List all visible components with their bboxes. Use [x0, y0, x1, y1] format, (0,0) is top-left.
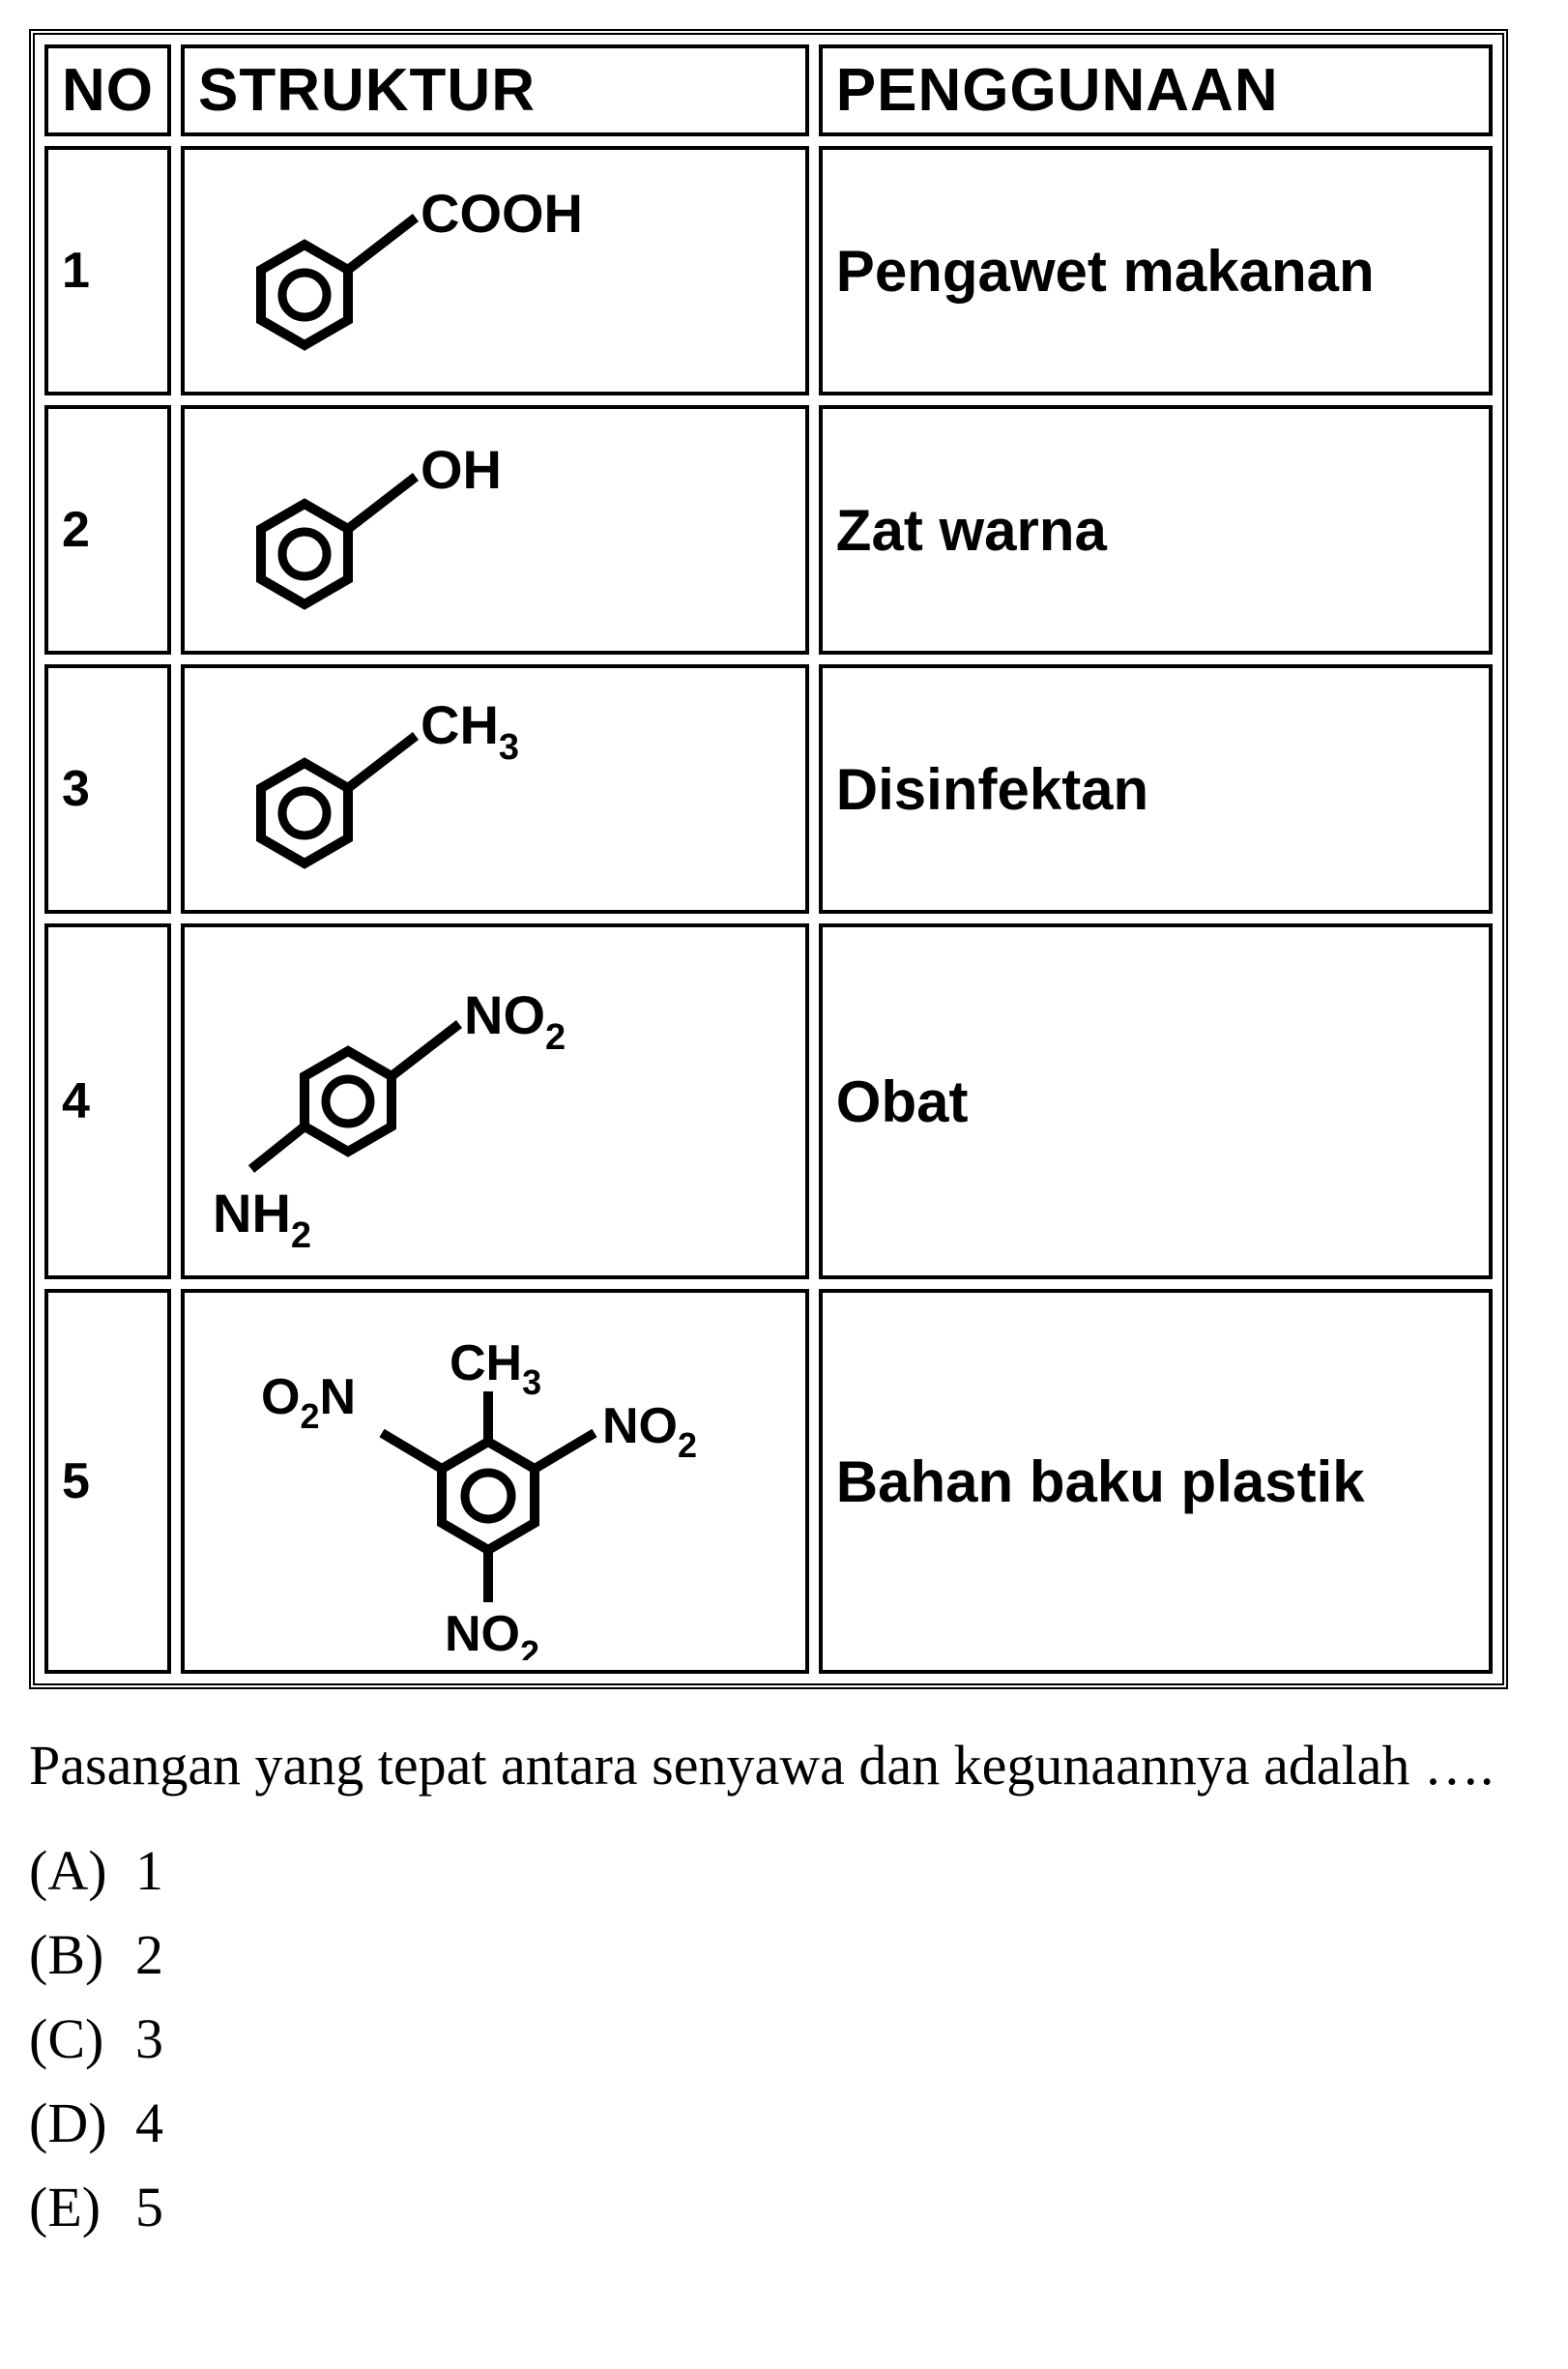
- header-struktur: STRUKTUR: [181, 44, 809, 136]
- tnt-icon: O2N CH3 NO2 NO2: [198, 1302, 778, 1660]
- option-b: (B)2: [29, 1913, 1539, 1997]
- benzene-oh-icon: OH: [198, 419, 778, 641]
- row-use: Bahan baku plastik: [819, 1289, 1493, 1674]
- svg-text:NO2: NO2: [445, 1606, 539, 1660]
- header-no: NO: [44, 44, 171, 136]
- row-use: Disinfektan: [819, 664, 1493, 914]
- option-e: (E)5: [29, 2165, 1539, 2249]
- table-row: 4 NO2 NH2 Obat: [44, 923, 1493, 1279]
- benzene-cooh-icon: COOH: [198, 160, 778, 382]
- svg-text:O2N: O2N: [261, 1369, 356, 1436]
- svg-text:NO2: NO2: [602, 1398, 697, 1465]
- row-no: 1: [44, 146, 171, 395]
- table-row: 2 OH Zat warna: [44, 405, 1493, 655]
- svg-text:NO2: NO2: [464, 984, 566, 1058]
- option-c: (C)3: [29, 1997, 1539, 2081]
- row-use: Zat warna: [819, 405, 1493, 655]
- structure-toluene: CH3: [181, 664, 809, 914]
- structure-tnt: O2N CH3 NO2 NO2: [181, 1289, 809, 1674]
- table-row: 1 COOH Pengawet makanan: [44, 146, 1493, 395]
- question-text: Pasangan yang tepat antara senyawa dan k…: [29, 1728, 1508, 1803]
- svg-text:CH3: CH3: [421, 694, 519, 768]
- structure-phenol: OH: [181, 405, 809, 655]
- row-no: 2: [44, 405, 171, 655]
- option-a: (A)1: [29, 1828, 1539, 1913]
- header-row: NO STRUKTUR PENGGUNAAN: [44, 44, 1493, 136]
- options-list: (A)1 (B)2 (C)3 (D)4 (E)5: [29, 1828, 1539, 2249]
- row-no: 4: [44, 923, 171, 1279]
- option-d: (D)4: [29, 2081, 1539, 2165]
- svg-text:COOH: COOH: [421, 183, 583, 244]
- svg-text:NH2: NH2: [213, 1183, 311, 1256]
- svg-text:CH3: CH3: [450, 1335, 541, 1402]
- table-row: 5 O2N CH3 NO2 NO2 Bahan baku plastik: [44, 1289, 1493, 1674]
- header-penggunaan: PENGGUNAAN: [819, 44, 1493, 136]
- structure-benzoic-acid: COOH: [181, 146, 809, 395]
- svg-text:OH: OH: [421, 439, 502, 500]
- row-use: Obat: [819, 923, 1493, 1279]
- row-no: 5: [44, 1289, 171, 1674]
- row-use: Pengawet makanan: [819, 146, 1493, 395]
- structure-nitroaniline: NO2 NH2: [181, 923, 809, 1279]
- table-row: 3 CH3 Disinfektan: [44, 664, 1493, 914]
- row-no: 3: [44, 664, 171, 914]
- benzene-no2-nh2-icon: NO2 NH2: [198, 937, 778, 1266]
- chemistry-table: NO STRUKTUR PENGGUNAAN 1 COOH Pengawet m…: [29, 29, 1508, 1689]
- benzene-ch3-icon: CH3: [198, 678, 778, 900]
